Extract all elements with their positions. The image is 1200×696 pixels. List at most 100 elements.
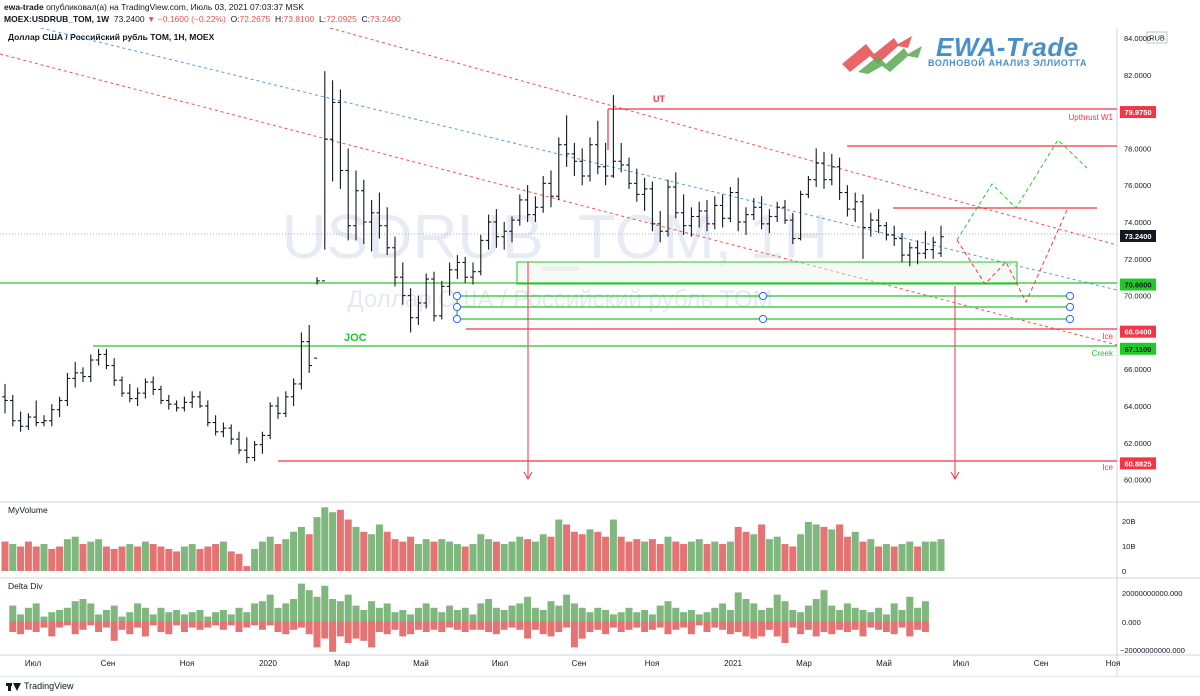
annotation-ice-lower[interactable]: Ice xyxy=(1102,463,1113,472)
ohlc-bar-78 xyxy=(610,95,617,178)
time-tick-3: 2020 xyxy=(259,659,277,668)
ohlc-bar-67 xyxy=(524,185,531,222)
volume-bar-39 xyxy=(305,534,313,571)
delta-pos-35 xyxy=(274,607,282,621)
tradingview-brand[interactable]: TradingView xyxy=(6,681,74,691)
price-label-bg-5 xyxy=(1120,457,1156,470)
delta-neg-54 xyxy=(422,621,430,632)
publisher-name[interactable]: ewa-trade xyxy=(4,2,44,12)
publish-text: опубликовал(а) на TradingView.com, Июль … xyxy=(46,2,304,12)
delta-pos-112 xyxy=(875,607,883,621)
delta-neg-75 xyxy=(586,621,594,632)
delta-neg-78 xyxy=(609,621,617,628)
delta-neg-32 xyxy=(251,621,259,626)
delta-pos-48 xyxy=(375,607,383,621)
drawing-handle-1 xyxy=(452,302,462,312)
delta-neg-66 xyxy=(516,621,524,630)
delta-pos-39 xyxy=(305,590,313,621)
volume-bar-20 xyxy=(157,546,165,571)
ohlc-bar-48 xyxy=(376,192,383,239)
ohlc-bar-90 xyxy=(704,199,710,232)
delta-pos-92 xyxy=(719,603,727,621)
volume-bar-81 xyxy=(633,539,641,571)
annotation-ut[interactable]: UT xyxy=(653,94,665,104)
delta-pos-81 xyxy=(633,612,641,621)
delta-neg-55 xyxy=(430,621,438,630)
delta-neg-83 xyxy=(648,621,656,630)
ohlc-bar-86 xyxy=(673,172,679,219)
delta-neg-103 xyxy=(804,621,812,630)
volume-histogram xyxy=(1,507,945,571)
price-tick-9: 66.0000 xyxy=(1124,365,1151,374)
volume-bar-111 xyxy=(867,539,875,571)
delta-neg-74 xyxy=(578,621,586,639)
delta-pos-13 xyxy=(102,610,110,621)
ohlc-bar-99 xyxy=(774,201,780,222)
ohlc-bar-87 xyxy=(680,194,687,235)
delta-neg-25 xyxy=(196,621,204,630)
delta-pos-79 xyxy=(617,612,625,621)
delta-pos-4 xyxy=(32,603,40,621)
ohlc-bar-0 xyxy=(2,383,8,414)
ohlc-bar-85 xyxy=(665,179,671,237)
annotation-ice-upper[interactable]: Ice xyxy=(1102,332,1113,341)
delta-pos-61 xyxy=(477,603,485,621)
volume-bar-43 xyxy=(336,509,344,571)
target-arrow-right-head xyxy=(950,471,960,481)
delta-pane-title[interactable]: Delta Div xyxy=(8,581,43,591)
volume-bar-31 xyxy=(243,566,251,571)
delta-pos-101 xyxy=(789,610,797,621)
volume-bar-112 xyxy=(875,546,883,571)
delta-pos-105 xyxy=(820,590,828,621)
delta-neg-9 xyxy=(71,621,79,635)
drawing-layer[interactable] xyxy=(0,28,1118,481)
symbol-name[interactable]: MOEX:USDRUB_TOM, 1W xyxy=(4,14,110,24)
delta-neg-71 xyxy=(555,621,563,632)
delta-pos-11 xyxy=(87,603,95,621)
ohlc-bar-52 xyxy=(407,288,414,333)
price-tick-12: 60.0000 xyxy=(1124,476,1151,485)
delta-pos-52 xyxy=(407,614,415,621)
time-axis[interactable]: Июл Сен Ноя 2020 Мар Май Июл Сен Ноя 2021 Мар Май Ию… xyxy=(25,659,1120,668)
ohlc-bar-113 xyxy=(883,222,890,241)
time-tick-0: Июл xyxy=(25,659,42,668)
ohlc-bar-57 xyxy=(446,262,453,296)
volume-bar-26 xyxy=(204,546,212,571)
annotation-upthrust[interactable]: Upthrust W1 xyxy=(1069,113,1114,122)
delta-pos-69 xyxy=(539,610,547,621)
open-label: O: xyxy=(230,14,240,24)
annotation-joc[interactable]: JOC xyxy=(344,332,367,344)
ohlc-bar-93 xyxy=(727,187,734,222)
volume-bar-5 xyxy=(40,544,48,571)
ohlc-bar-82 xyxy=(641,177,648,211)
delta-pos-80 xyxy=(625,607,633,621)
delta-neg-18 xyxy=(141,621,149,637)
time-tick-1: Сен xyxy=(101,659,116,668)
delta-pos-65 xyxy=(508,605,516,621)
delta-pos-26 xyxy=(204,616,212,621)
ohlc-bar-77 xyxy=(602,142,609,186)
volume-bar-87 xyxy=(680,544,688,571)
volume-pane-title[interactable]: MyVolume xyxy=(8,505,48,515)
chart-canvas[interactable]: USDRUB_TOM, 1H Доллар США / Российский р… xyxy=(0,28,1200,676)
delta-axis-zero: 0.000 xyxy=(1122,618,1141,627)
ohlc-bar-19 xyxy=(150,376,156,395)
ohlc-bar-105 xyxy=(821,152,827,189)
drawing-handle-6 xyxy=(1065,302,1075,312)
drawing-handle-0 xyxy=(452,291,462,301)
volume-bar-47 xyxy=(368,534,376,571)
annotation-creek[interactable]: Creek xyxy=(1092,349,1114,358)
delta-neg-38 xyxy=(297,621,305,628)
volume-bar-65 xyxy=(508,541,516,571)
delta-neg-23 xyxy=(180,621,188,632)
delta-neg-37 xyxy=(290,621,298,630)
ohlc-bar-94 xyxy=(735,177,741,232)
delta-pos-86 xyxy=(672,607,680,621)
delta-pos-76 xyxy=(594,607,602,621)
currency-label: RUB xyxy=(1149,34,1165,43)
delta-pos-60 xyxy=(469,614,477,621)
ohlc-bar-32 xyxy=(251,440,258,462)
chart-title: Доллар США / Российский рубль TOM, 1Н, M… xyxy=(8,32,215,42)
price-axis[interactable]: 84.000082.000080.000078.000076.000074.00… xyxy=(1124,34,1151,485)
volume-bar-29 xyxy=(227,551,235,571)
